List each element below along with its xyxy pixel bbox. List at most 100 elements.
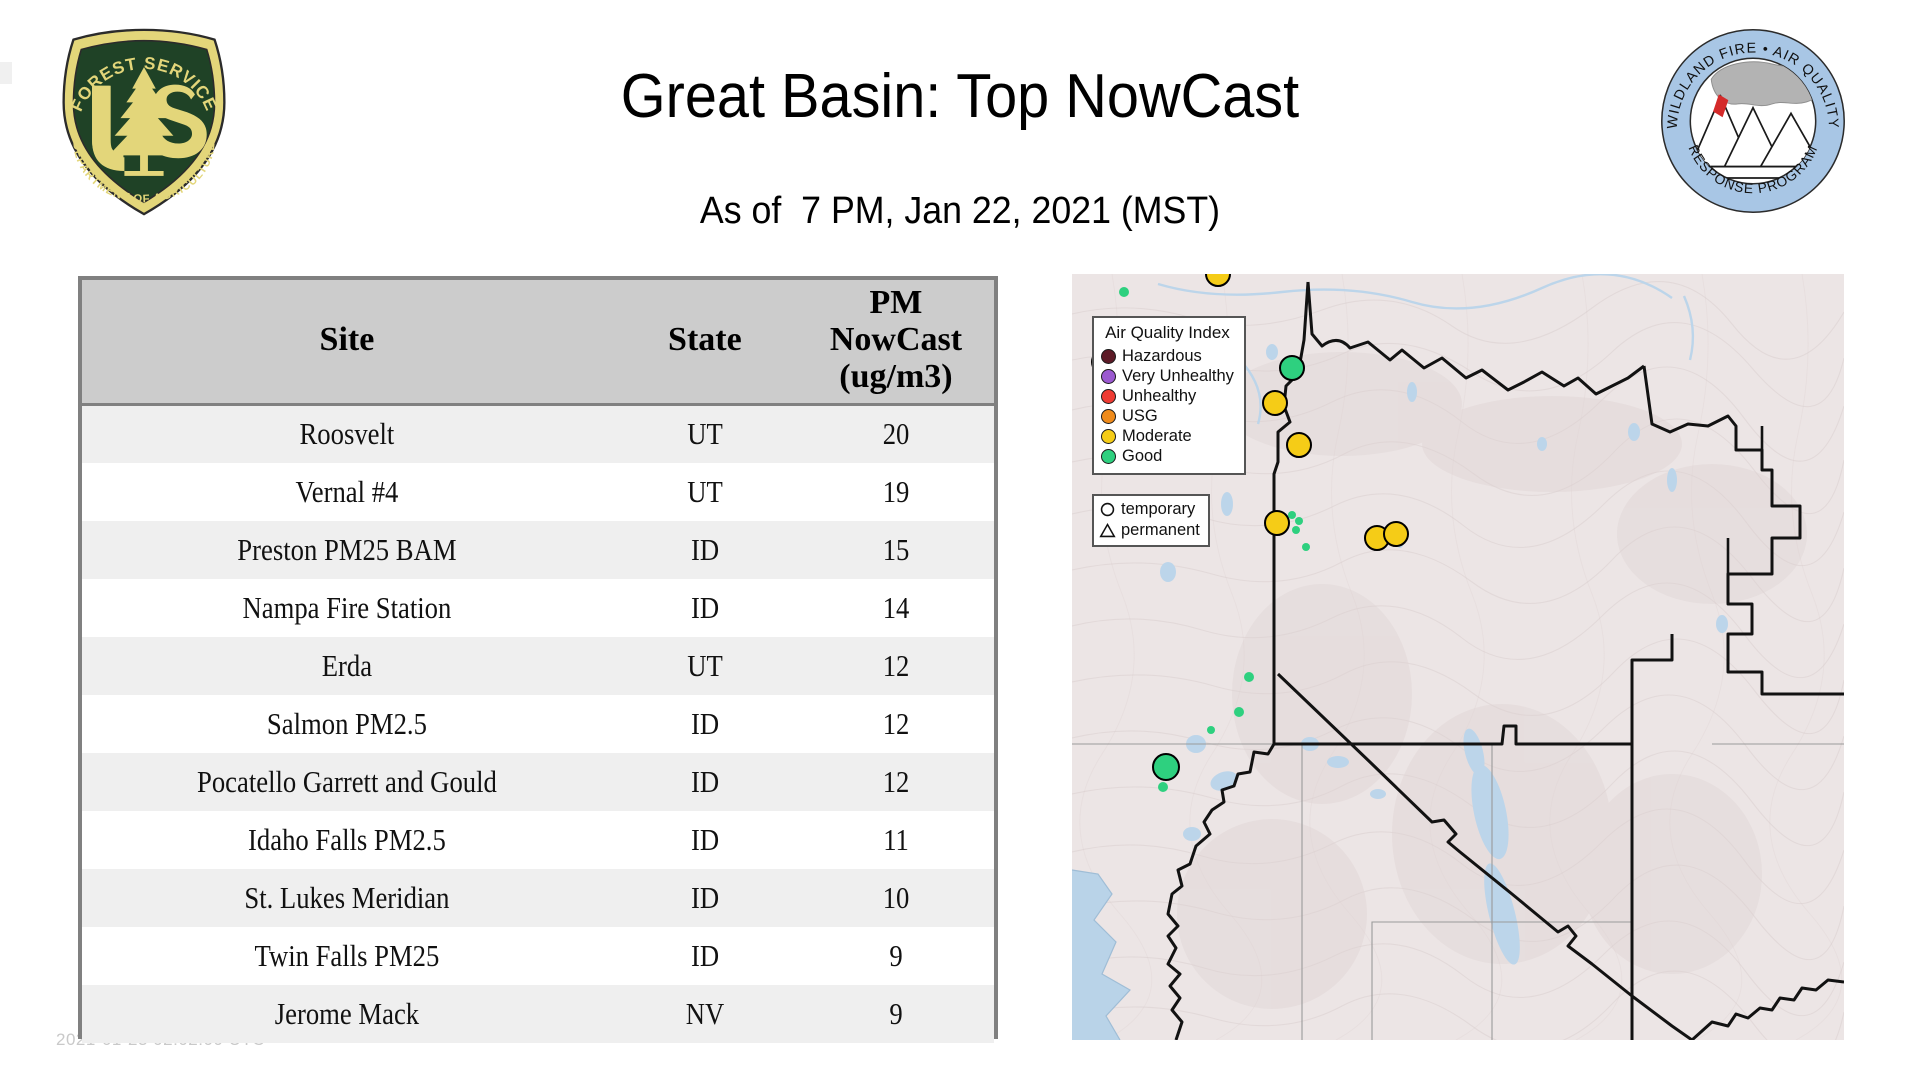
monitor-dot-good[interactable] bbox=[1158, 782, 1168, 792]
table-row: Nampa Fire Station ID 14 bbox=[82, 578, 994, 637]
table-row: St. Lukes Meridian ID 10 bbox=[82, 868, 994, 927]
monitor-dot-good[interactable] bbox=[1295, 517, 1303, 525]
page-subtitle: As of 7 PM, Jan 22, 2021 (MST) bbox=[699, 190, 1221, 232]
page-title: Great Basin: Top NowCast bbox=[620, 62, 1300, 131]
table-row: Twin Falls PM25 ID 9 bbox=[82, 926, 994, 985]
left-edge-notch bbox=[0, 62, 12, 84]
table-row: Jerome Mack NV 9 bbox=[82, 984, 994, 1043]
value-cell: 11 bbox=[883, 821, 909, 857]
table-row: Salmon PM2.5 ID 12 bbox=[82, 694, 994, 753]
monitor-dot-good[interactable] bbox=[1119, 287, 1129, 297]
legend-label-temporary: temporary bbox=[1121, 500, 1196, 518]
value-cell: 19 bbox=[882, 473, 910, 509]
legend-label: USG bbox=[1122, 406, 1158, 425]
site-cell: St. Lukes Meridian bbox=[244, 879, 450, 915]
site-cell: Nampa Fire Station bbox=[242, 589, 452, 625]
site-cell: Idaho Falls PM2.5 bbox=[248, 821, 446, 857]
table-row: Pocatello Garrett and Gould ID 12 bbox=[82, 752, 994, 811]
legend-rows: Hazardous Very Unhealthy Unhealthy USG Moder… bbox=[1101, 346, 1234, 466]
legend-swatch-icon bbox=[1101, 408, 1116, 424]
legend-row-good: Good bbox=[1101, 446, 1234, 466]
legend-row-hazardous: Hazardous bbox=[1101, 346, 1234, 366]
site-cell: Jerome Mack bbox=[274, 995, 420, 1031]
legend-row-unhealthy: Unhealthy bbox=[1101, 386, 1234, 406]
circle-outline-icon bbox=[1100, 502, 1115, 517]
wildland-fire-air-quality-seal: WILDLAND FIRE • AIR QUALITY RESPONSE PRO… bbox=[1658, 26, 1848, 216]
column-header-pm-nowcast: PM NowCast (ug/m3) bbox=[797, 280, 994, 406]
value-cell: 10 bbox=[882, 879, 910, 915]
legend-label: Hazardous bbox=[1122, 346, 1202, 365]
state-cell: ID bbox=[690, 531, 719, 567]
value-cell: 20 bbox=[882, 416, 910, 452]
site-cell: Twin Falls PM25 bbox=[254, 937, 440, 973]
legend-label: Good bbox=[1122, 446, 1163, 465]
column-header-state: State bbox=[611, 280, 798, 406]
table-row: Erda UT 12 bbox=[82, 636, 994, 695]
forest-service-shield-logo: FOREST SERVICE DEPARTMENT OF AGRICULTURE bbox=[46, 24, 242, 220]
monitor-dot-moderate[interactable] bbox=[1286, 432, 1312, 458]
value-cell: 15 bbox=[882, 531, 910, 567]
state-cell: UT bbox=[687, 473, 723, 509]
table-body: Roosvelt UT 20 Vernal #4 UT 19 Preston PM25 BA… bbox=[82, 404, 994, 1043]
legend-row-permanent: permanent bbox=[1099, 520, 1200, 541]
state-cell: UT bbox=[687, 416, 723, 452]
site-cell: Erda bbox=[321, 647, 373, 683]
value-cell: 12 bbox=[882, 705, 910, 741]
value-cell: 12 bbox=[882, 647, 910, 683]
monitor-dot-moderate[interactable] bbox=[1383, 521, 1409, 547]
air-quality-index-legend: Air Quality Index Hazardous Very Unhealth… bbox=[1092, 316, 1246, 475]
monitor-dot-good[interactable] bbox=[1302, 543, 1310, 551]
legend-row-temporary: temporary bbox=[1099, 499, 1200, 520]
state-cell: ID bbox=[690, 879, 719, 915]
legend-swatch-icon bbox=[1101, 428, 1116, 444]
table-row: Preston PM25 BAM ID 15 bbox=[82, 520, 994, 579]
value-cell: 9 bbox=[889, 995, 903, 1031]
state-cell: ID bbox=[690, 821, 719, 857]
state-cell: ID bbox=[690, 763, 719, 799]
table-row: Roosvelt UT 20 bbox=[82, 404, 994, 463]
pm-nowcast-line-3: (ug/m3) bbox=[839, 358, 953, 395]
legend-swatch-icon bbox=[1101, 388, 1116, 404]
site-cell: Preston PM25 BAM bbox=[237, 531, 457, 567]
value-cell: 14 bbox=[882, 589, 910, 625]
monitor-dot-moderate[interactable] bbox=[1205, 274, 1231, 287]
site-cell: Pocatello Garrett and Gould bbox=[197, 763, 497, 799]
site-cell: Vernal #4 bbox=[295, 473, 399, 509]
legend-swatch-icon bbox=[1101, 368, 1116, 384]
state-cell: ID bbox=[690, 705, 719, 741]
table-row: Vernal #4 UT 19 bbox=[82, 462, 994, 521]
monitor-dot-good[interactable] bbox=[1244, 672, 1254, 682]
state-cell: UT bbox=[687, 647, 723, 683]
table-row: Idaho Falls PM2.5 ID 11 bbox=[82, 810, 994, 869]
monitor-dot-good[interactable] bbox=[1288, 511, 1296, 519]
monitor-dot-good[interactable] bbox=[1152, 753, 1180, 781]
value-cell: 12 bbox=[882, 763, 910, 799]
site-cell: Roosvelt bbox=[299, 416, 395, 452]
state-cell: NV bbox=[685, 995, 725, 1031]
pm-nowcast-line-1: PM bbox=[869, 284, 923, 321]
monitor-dot-moderate[interactable] bbox=[1264, 510, 1290, 536]
state-cell: ID bbox=[690, 937, 719, 973]
table-header-row: Site State PM NowCast (ug/m3) bbox=[82, 280, 994, 406]
triangle-outline-icon bbox=[1099, 523, 1116, 538]
legend-label: Moderate bbox=[1122, 426, 1192, 445]
monitor-dot-good[interactable] bbox=[1207, 726, 1215, 734]
monitor-dot-good[interactable] bbox=[1292, 526, 1300, 534]
column-header-site: Site bbox=[82, 280, 612, 406]
legend-row-very-unhealthy: Very Unhealthy bbox=[1101, 366, 1234, 386]
legend-label-permanent: permanent bbox=[1121, 521, 1200, 539]
monitor-dot-good[interactable] bbox=[1234, 707, 1244, 717]
legend-label: Very Unhealthy bbox=[1122, 366, 1234, 385]
legend-title: Air Quality Index bbox=[1105, 323, 1230, 342]
monitor-dot-good[interactable] bbox=[1279, 355, 1305, 381]
table-head: Site State PM NowCast (ug/m3) bbox=[82, 280, 994, 406]
legend-swatch-icon bbox=[1101, 348, 1116, 364]
legend-label: Unhealthy bbox=[1122, 386, 1197, 405]
monitor-dot-moderate[interactable] bbox=[1262, 390, 1288, 416]
air-quality-map[interactable]: Air Quality Index Hazardous Very Unhealth… bbox=[1072, 274, 1844, 1040]
monitor-duration-legend: temporary permanent bbox=[1092, 494, 1210, 547]
legend-swatch-icon bbox=[1101, 448, 1116, 464]
legend-row-usg: USG bbox=[1101, 406, 1234, 426]
state-cell: ID bbox=[690, 589, 719, 625]
